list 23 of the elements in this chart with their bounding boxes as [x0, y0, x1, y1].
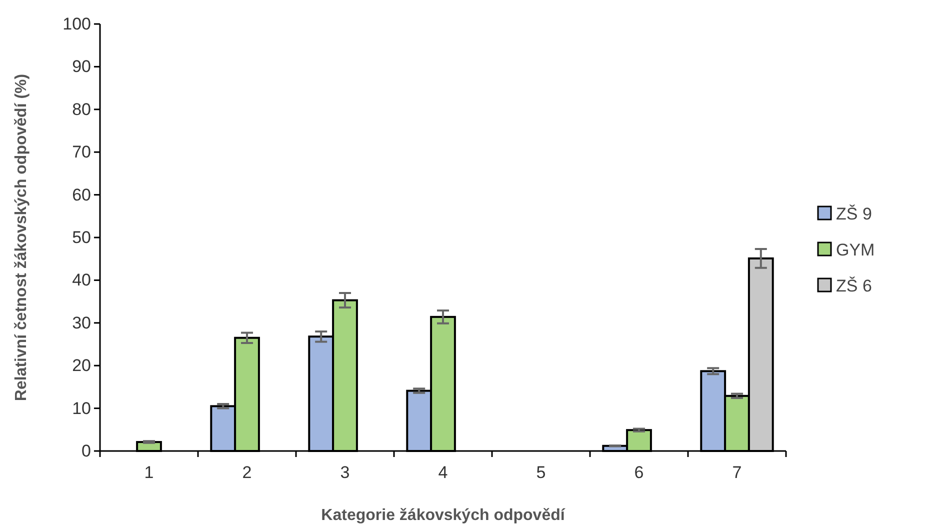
y-tick-label: 10 [72, 398, 91, 418]
y-tick-label: 0 [82, 441, 91, 460]
x-tick-label: 5 [536, 462, 546, 482]
legend-label: GYM [836, 240, 875, 260]
legend-label: ZŠ 6 [836, 276, 872, 296]
x-tick-label: 3 [340, 462, 350, 482]
y-tick-label: 30 [72, 313, 91, 332]
x-axis-title: Kategorie žákovských odpovědí [321, 507, 566, 524]
x-tick-label: 4 [438, 462, 448, 482]
x-tick-label: 6 [634, 462, 644, 482]
x-tick-label: 2 [242, 462, 252, 482]
y-tick-label: 80 [72, 100, 91, 119]
x-tick-label: 7 [732, 462, 742, 482]
y-tick-label: 40 [72, 270, 91, 290]
y-tick-label: 60 [72, 185, 91, 204]
y-tick-label: 70 [72, 142, 91, 162]
y-tick-label: 20 [72, 356, 91, 376]
y-tick-label: 90 [72, 57, 91, 76]
y-tick-label: 100 [62, 14, 91, 34]
y-tick-label: 50 [72, 228, 91, 247]
y-axis-title: Relativní četnost žákovských odpovědí (%) [13, 74, 30, 402]
legend-label: ZŠ 9 [836, 204, 872, 224]
x-tick-label: 1 [144, 462, 154, 482]
